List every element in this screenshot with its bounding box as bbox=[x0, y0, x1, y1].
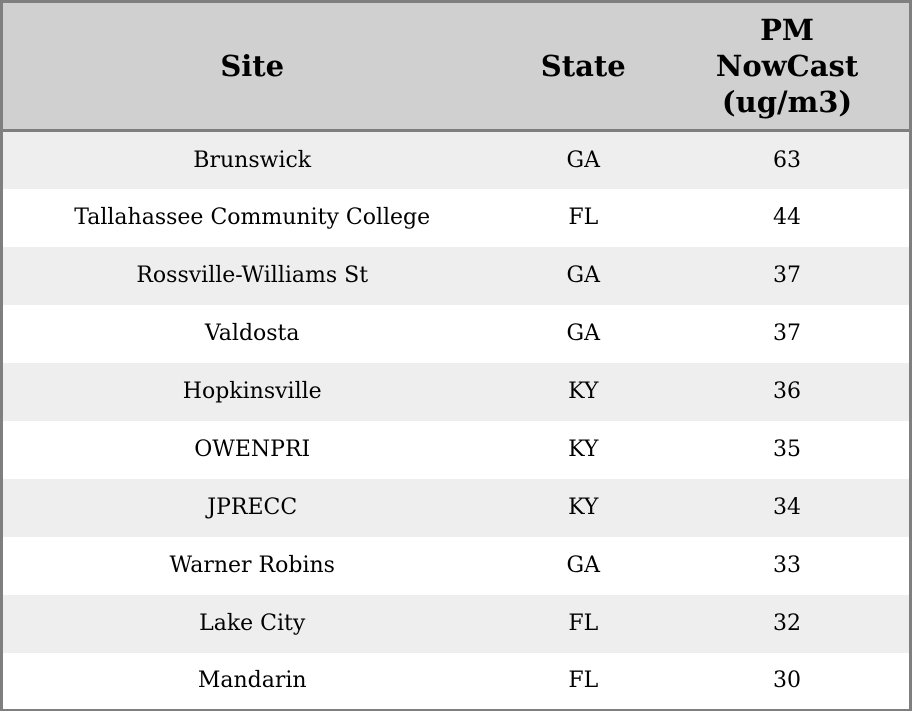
table-row: Hopkinsville KY 36 bbox=[1, 362, 911, 421]
state-cell: GA bbox=[566, 553, 600, 578]
site-cell: JPRECC bbox=[207, 495, 298, 520]
table-row: Lake City FL 32 bbox=[1, 594, 911, 653]
column-header-state: State bbox=[501, 1, 666, 132]
table-row: Warner Robins GA 33 bbox=[1, 536, 911, 595]
pm-nowcast-cell: 32 bbox=[773, 611, 802, 636]
table-body: Brunswick GA 63 Tallahassee Community Colle… bbox=[1, 130, 911, 711]
table-row: Brunswick GA 63 bbox=[1, 130, 911, 189]
pm-nowcast-cell: 34 bbox=[773, 495, 802, 520]
site-cell: Warner Robins bbox=[169, 553, 335, 578]
site-cell: Rossville-Williams St bbox=[136, 263, 369, 288]
state-cell: GA bbox=[566, 321, 600, 346]
site-cell: OWENPRI bbox=[194, 437, 311, 462]
pm-nowcast-cell: 63 bbox=[773, 147, 802, 173]
pm-nowcast-cell: 37 bbox=[773, 321, 802, 346]
site-cell: Mandarin bbox=[197, 668, 307, 694]
pm-nowcast-cell: 44 bbox=[773, 205, 802, 230]
table-row: Rossville-Williams St GA 37 bbox=[1, 246, 911, 305]
pm-nowcast-cell: 37 bbox=[773, 263, 802, 288]
pm-nowcast-cell: 33 bbox=[773, 553, 802, 578]
state-cell: FL bbox=[568, 668, 599, 694]
pm-nowcast-cell: 36 bbox=[773, 379, 802, 404]
site-cell: Hopkinsville bbox=[182, 379, 322, 404]
site-cell: Lake City bbox=[199, 611, 306, 636]
table-row: Valdosta GA 37 bbox=[1, 304, 911, 363]
state-cell: KY bbox=[568, 495, 599, 520]
pm-nowcast-cell: 30 bbox=[773, 668, 802, 694]
column-header-pm-nowcast: PM NowCast (ug/m3) bbox=[665, 1, 911, 132]
state-cell: GA bbox=[566, 263, 600, 288]
table-header: Site State PM NowCast (ug/m3) bbox=[1, 1, 911, 132]
table-row: Mandarin FL 30 bbox=[1, 652, 911, 711]
column-header-site: Site bbox=[1, 1, 502, 132]
site-cell: Tallahassee Community College bbox=[74, 205, 431, 230]
header-row: Site State PM NowCast (ug/m3) bbox=[1, 1, 911, 132]
state-cell: FL bbox=[568, 611, 599, 636]
state-cell: GA bbox=[566, 147, 600, 173]
site-cell: Brunswick bbox=[193, 147, 312, 173]
table-row: JPRECC KY 34 bbox=[1, 478, 911, 537]
state-cell: KY bbox=[568, 437, 599, 462]
pm-nowcast-cell: 35 bbox=[773, 437, 802, 462]
state-cell: FL bbox=[568, 205, 599, 230]
state-cell: KY bbox=[568, 379, 599, 404]
table-row: OWENPRI KY 35 bbox=[1, 420, 911, 479]
site-cell: Valdosta bbox=[204, 321, 300, 346]
table-row: Tallahassee Community College FL 44 bbox=[1, 188, 911, 247]
